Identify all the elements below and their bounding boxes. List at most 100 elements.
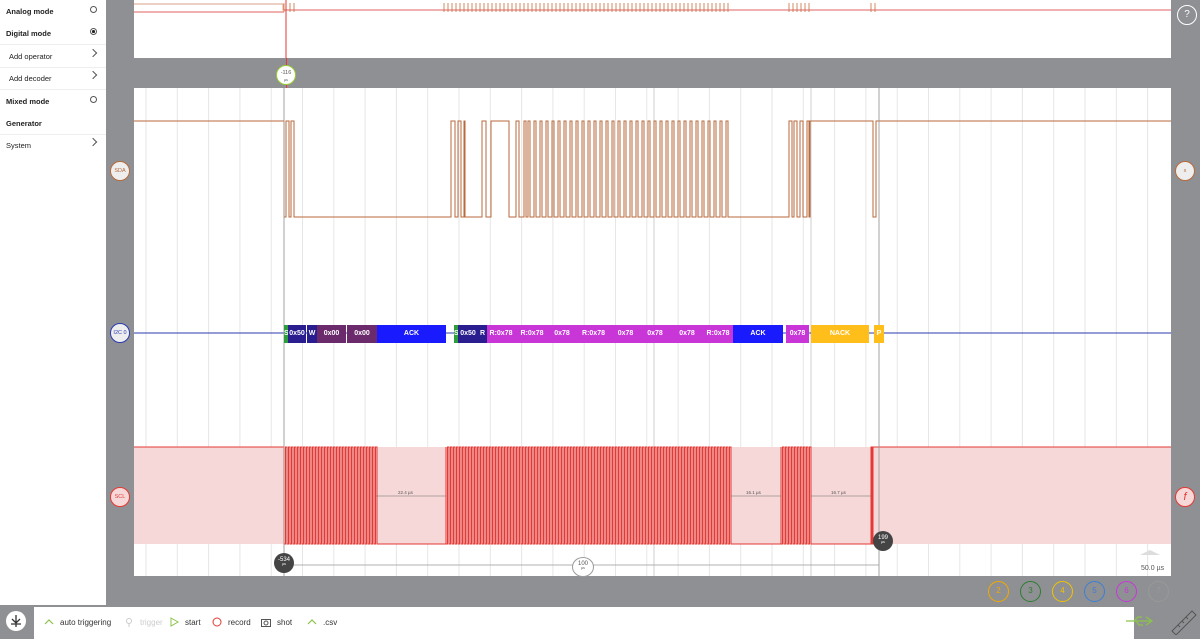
csv-button[interactable]: .csv	[307, 617, 337, 627]
i2c-frame: 0x78	[639, 325, 671, 343]
channel-3-button[interactable]: 3	[1020, 581, 1041, 602]
scl-waveform	[134, 446, 1171, 545]
menu-analog-mode[interactable]: Analog mode	[0, 0, 106, 22]
cursor-delta-value: 100	[577, 561, 588, 567]
scl-gap-measure-2: 16.1 µs	[746, 490, 761, 495]
i2c-frame: ACK	[377, 325, 446, 343]
menu-mixed-mode[interactable]: Mixed mode	[0, 90, 106, 112]
i2c-frame: 0x78	[612, 325, 639, 343]
record-icon	[212, 617, 222, 627]
cursor-delta-unit: µs	[581, 566, 585, 570]
channel-sda-badge[interactable]: SDA	[110, 161, 130, 181]
i2c-frame: 0x78	[786, 325, 809, 343]
i2c-frame: NACK	[811, 325, 869, 343]
auto-triggering-button[interactable]: auto triggering	[44, 617, 111, 627]
auto-triggering-label: auto triggering	[60, 618, 112, 627]
menu-digital-mode-label: Digital mode	[6, 29, 52, 38]
i2c-frame: R:0x78	[515, 325, 549, 343]
camera-icon	[261, 619, 271, 627]
shot-label: shot	[277, 618, 293, 627]
i2c-frame: R:0x78	[703, 325, 733, 343]
usb-icon	[1126, 616, 1154, 626]
help-button[interactable]: ?	[1177, 5, 1197, 25]
menu-add-decoder-label: Add decoder	[9, 74, 52, 83]
mixed-mode-radio[interactable]	[90, 96, 97, 103]
chevron-up-icon	[44, 619, 54, 625]
menu-analog-mode-label: Analog mode	[6, 7, 54, 16]
trigger-marker[interactable]: -116 µs	[276, 65, 296, 85]
waveform-canvas	[134, 88, 1171, 576]
app-logo[interactable]	[6, 611, 26, 631]
sda-waveform	[134, 120, 1171, 218]
scl-gap-measure-3: 16.7 µs	[831, 490, 846, 495]
divider	[0, 89, 106, 90]
menu-add-operator[interactable]: Add operator	[0, 45, 106, 67]
record-label: record	[228, 618, 251, 627]
divider	[0, 67, 106, 68]
channel-5-button[interactable]: 5	[1084, 581, 1105, 602]
menu-digital-mode[interactable]: Digital mode	[0, 22, 106, 44]
csv-label: .csv	[323, 618, 338, 627]
channel-7-button[interactable]: 7	[1148, 581, 1169, 602]
channel-scl-badge[interactable]: SCL	[110, 487, 130, 507]
channel-x-badge[interactable]: x	[1175, 161, 1195, 181]
ruler-icon[interactable]	[1170, 607, 1198, 635]
pin-icon	[126, 618, 132, 627]
divider	[0, 134, 106, 135]
i2c-frame: 0x00	[317, 325, 346, 343]
cursor-left-marker[interactable]: -534 µs	[274, 553, 294, 573]
digital-mode-radio[interactable]	[90, 28, 97, 35]
i2c-frame: S	[454, 325, 458, 343]
channel-2-button[interactable]: 2	[988, 581, 1009, 602]
i2c-frame: R:0x78	[487, 325, 515, 343]
channel-i2c-badge[interactable]: I2C 0	[110, 323, 130, 343]
toolbar: auto triggering trigger start record sho…	[34, 607, 1134, 639]
chevron-right-icon	[88, 48, 98, 58]
divider	[0, 44, 106, 45]
i2c-frame: 0x50	[458, 325, 478, 343]
menu-generator[interactable]: Generator	[0, 112, 106, 134]
sidebar: Analog mode Digital mode Add operator Ad…	[0, 0, 106, 605]
overview-strip[interactable]	[134, 0, 1171, 58]
chevron-up-icon	[307, 619, 317, 625]
timebase-triangle-icon	[1140, 550, 1160, 555]
logo-icon	[11, 615, 21, 627]
cursor-left-unit: µs	[282, 562, 286, 566]
i2c-frame: 0x50	[288, 325, 306, 343]
trigger-label: trigger	[140, 618, 163, 627]
menu-add-operator-label: Add operator	[9, 52, 53, 61]
i2c-frame: P	[874, 325, 884, 343]
cursor-right-value: 199	[877, 535, 888, 541]
i2c-frame: 0x78	[671, 325, 703, 343]
channel-4-button[interactable]: 4	[1052, 581, 1073, 602]
menu-mixed-mode-label: Mixed mode	[6, 97, 50, 106]
menu-system[interactable]: System	[0, 134, 106, 156]
i2c-frame: 0x00	[347, 325, 377, 343]
i2c-frame: 0x78	[549, 325, 575, 343]
menu-add-decoder[interactable]: Add decoder	[0, 67, 106, 89]
cursor-right-marker[interactable]: 199 µs	[873, 531, 893, 551]
trigger-marker-value: -116	[280, 70, 292, 76]
chevron-right-icon	[88, 137, 98, 147]
menu-system-label: System	[6, 141, 32, 150]
start-button[interactable]: start	[169, 617, 201, 627]
timebase-label[interactable]: 50.0 µs	[1141, 565, 1165, 572]
overview-waveform	[134, 0, 1171, 58]
trigger-marker-unit: µs	[284, 78, 288, 82]
i2c-frame: W	[307, 325, 317, 343]
cursor-delta-marker[interactable]: 100 µs	[572, 557, 594, 577]
analog-mode-radio[interactable]	[90, 6, 97, 13]
i2c-frame: R:0x78	[575, 325, 612, 343]
i2c-frame: ACK	[733, 325, 783, 343]
scl-gap-measure-1: 22.4 µs	[398, 490, 413, 495]
trigger-button[interactable]: trigger	[124, 617, 163, 627]
start-label: start	[185, 618, 201, 627]
channel-6-button[interactable]: 6	[1116, 581, 1137, 602]
shot-button[interactable]: shot	[261, 617, 292, 627]
play-icon	[170, 617, 179, 627]
i2c-frame: S	[284, 325, 288, 343]
menu-generator-label: Generator	[6, 119, 42, 128]
function-badge[interactable]: f	[1175, 487, 1195, 507]
cursor-left-value: -534	[277, 557, 290, 563]
record-button[interactable]: record	[212, 617, 251, 627]
